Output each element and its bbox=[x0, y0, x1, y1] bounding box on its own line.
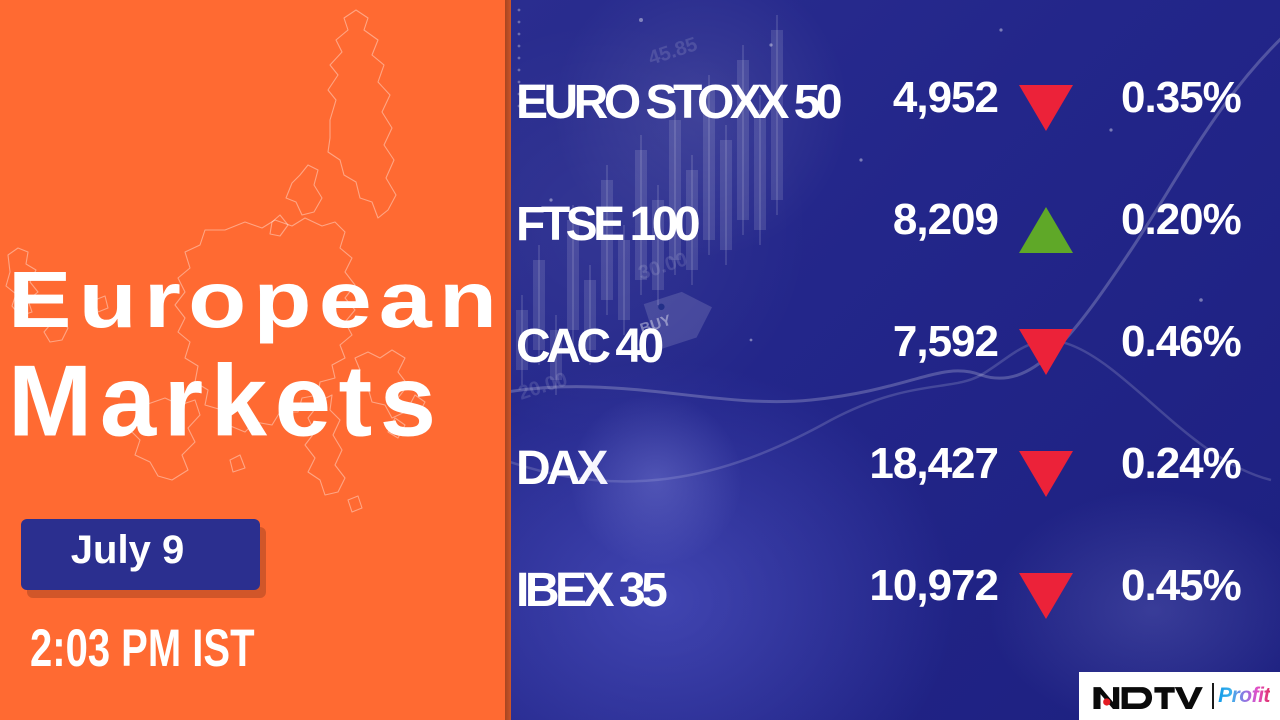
svg-text:45.85: 45.85 bbox=[646, 33, 700, 69]
